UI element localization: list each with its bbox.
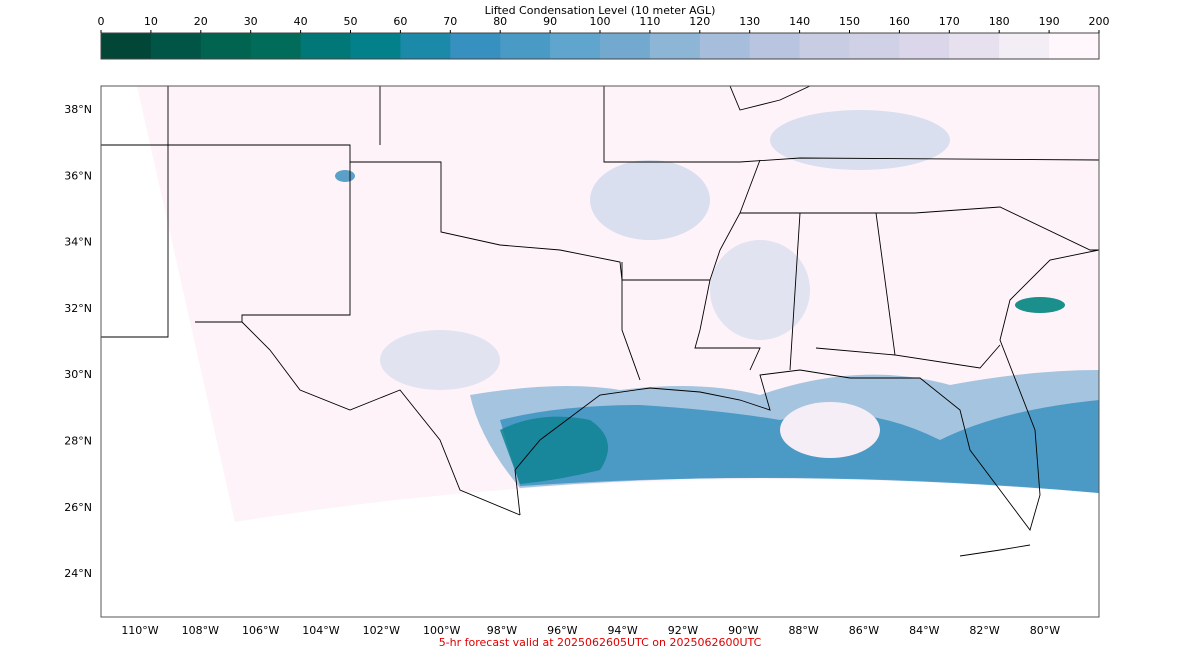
colorbar-bin (250, 33, 302, 59)
latitude-label: 28°N (64, 435, 92, 448)
longitude-label: 92°W (668, 624, 698, 637)
colorbar-tick-label: 90 (543, 15, 557, 28)
state-border (694, 159, 761, 371)
colorbar-tick-label: 160 (889, 15, 910, 28)
colorbar-bin (101, 33, 152, 59)
colorbar-bin (350, 33, 401, 59)
colorbar-bin (150, 33, 202, 59)
colorbar-tick-label: 180 (989, 15, 1010, 28)
map-field (101, 86, 1099, 557)
longitude-label: 94°W (607, 624, 637, 637)
colorbar-bin (400, 33, 451, 59)
state-border (815, 347, 896, 356)
colorbar-bin (699, 33, 751, 59)
map-frame (100, 85, 1100, 618)
state-border (729, 86, 811, 111)
map-axes: 38°N 36°N 34°N 32°N 30°N 28°N 26°N 24°N 110°W 108… (64, 103, 1060, 637)
colorbar-tick-label: 20 (194, 15, 208, 28)
country-border (241, 321, 521, 516)
latitude-label: 34°N (64, 236, 92, 249)
colorbar-bin (849, 33, 900, 59)
coastline (959, 544, 1031, 557)
longitude-label: 104°W (302, 624, 339, 637)
latitude-label: 38°N (64, 103, 92, 116)
longitude-label: 86°W (849, 624, 879, 637)
colorbar-bin (450, 33, 501, 59)
colorbar-tick-label: 150 (839, 15, 860, 28)
coastline (514, 249, 1099, 531)
colorbar-tick-label: 200 (1089, 15, 1110, 28)
colorbar-tick-label: 40 (294, 15, 308, 28)
colorbar-bin (300, 33, 351, 59)
colorbar-tick-label: 110 (639, 15, 660, 28)
longitude-label: 82°W (969, 624, 999, 637)
colorbar-tick-label: 130 (739, 15, 760, 28)
colorbar-tick-label: 190 (1039, 15, 1060, 28)
colorbar-tick-label: 50 (344, 15, 358, 28)
colorbar-bin (1049, 33, 1100, 59)
clear-area (780, 402, 880, 458)
colorbar-tick-label: 100 (590, 15, 611, 28)
state-border (101, 144, 710, 281)
colorbar-label: Lifted Condensation Level (10 meter AGL) (485, 4, 716, 17)
longitude-label: 108°W (182, 624, 219, 637)
colorbar-bin (500, 33, 551, 59)
colorbar-bin (999, 33, 1050, 59)
cloud-field (335, 170, 355, 182)
colorbar-tick-label: 60 (393, 15, 407, 28)
colorbar-tick-label: 170 (939, 15, 960, 28)
longitude-label: 84°W (909, 624, 939, 637)
colorbar-tick-label: 0 (98, 15, 105, 28)
longitude-label: 98°W (487, 624, 517, 637)
longitude-label: 106°W (242, 624, 279, 637)
forecast-footer: 5-hr forecast valid at 2025062605UTC on … (439, 636, 762, 649)
colorbar-tick-label: 70 (443, 15, 457, 28)
colorbar-bin (899, 33, 950, 59)
longitude-label: 88°W (788, 624, 818, 637)
colorbar-tick-label: 10 (144, 15, 158, 28)
colorbar-bin (949, 33, 1000, 59)
state-border (739, 157, 1099, 163)
cloud-field (770, 110, 950, 170)
colorbar-bin (799, 33, 850, 59)
state-border (101, 86, 169, 338)
cloud-field (500, 416, 608, 484)
colorbar-bin (600, 33, 651, 59)
cloud-field (710, 240, 810, 340)
colorbar-bin (649, 33, 701, 59)
state-border (621, 262, 641, 381)
state-border (800, 206, 1099, 251)
longitude-label: 102°W (363, 624, 400, 637)
latitude-label: 24°N (64, 567, 92, 580)
latitude-label: 36°N (64, 169, 92, 182)
colorbar-tick-label: 80 (493, 15, 507, 28)
colorbar-bin (550, 33, 601, 59)
cloud-field (1015, 297, 1065, 313)
colorbar-bin (200, 33, 252, 59)
longitude-label: 100°W (423, 624, 460, 637)
colorbar: 0 10 20 30 40 50 60 70 80 90 100 110 120 130 140 150 160… (98, 15, 1110, 60)
colorbar-tick-label: 30 (244, 15, 258, 28)
latitude-label: 26°N (64, 501, 92, 514)
state-border (195, 162, 351, 323)
latitude-label: 30°N (64, 368, 92, 381)
cloud-field (380, 330, 500, 390)
latitude-label: 32°N (64, 302, 92, 315)
state-border (603, 86, 740, 163)
colorbar-bin (749, 33, 801, 59)
longitude-label: 96°W (547, 624, 577, 637)
cloud-field (590, 160, 710, 240)
longitude-label: 90°W (728, 624, 758, 637)
longitude-label: 80°W (1030, 624, 1060, 637)
colorbar-tick-label: 140 (789, 15, 810, 28)
longitude-label: 110°W (121, 624, 158, 637)
colorbar-tick-label: 120 (689, 15, 710, 28)
